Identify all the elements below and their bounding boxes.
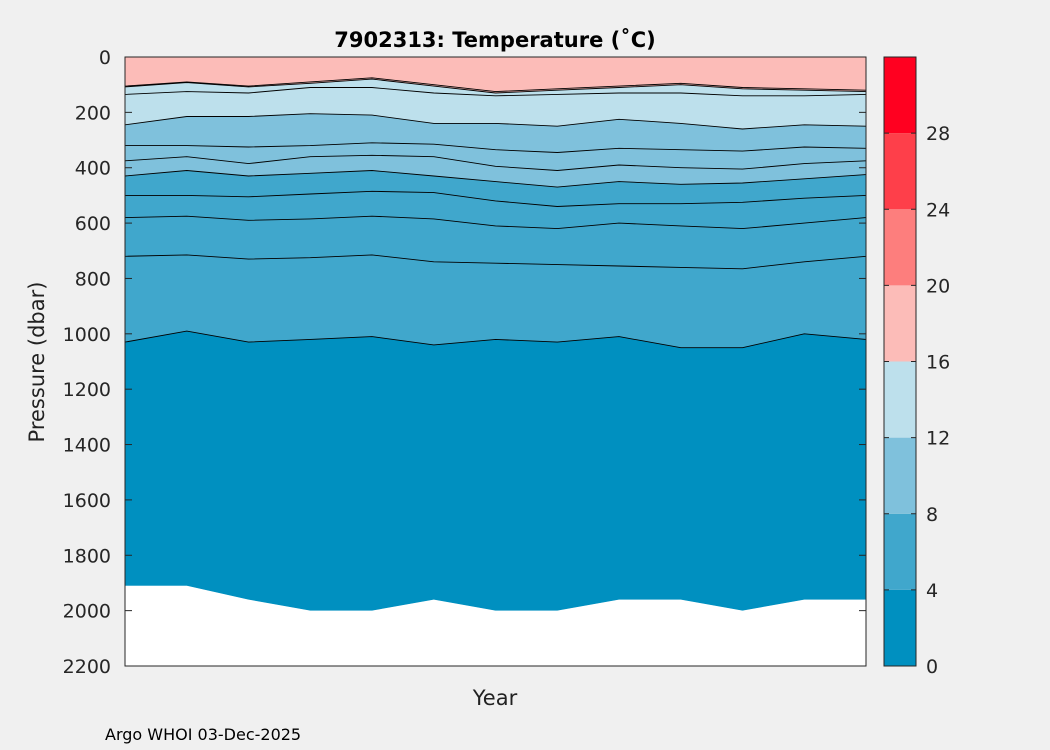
y-tick-label: 1800 bbox=[63, 545, 111, 567]
y-tick-label: 600 bbox=[75, 213, 111, 235]
footer-credit: Argo WHOI 03-Dec-2025 bbox=[105, 725, 302, 744]
y-tick-label: 1000 bbox=[63, 324, 111, 346]
y-axis: 0 200 400 600 800 1000 1200 1400 1600 1800 2000 220… bbox=[63, 47, 866, 678]
y-tick-label: 2200 bbox=[63, 656, 111, 678]
colorbar-tick-label: 28 bbox=[926, 123, 950, 145]
y-axis-label: Pressure (dbar) bbox=[25, 282, 49, 443]
colorbar-tick-label: 12 bbox=[926, 428, 950, 450]
y-tick-label: 1600 bbox=[63, 490, 111, 512]
colorbar-bin-24-28 bbox=[884, 133, 916, 210]
colorbar: 0 4 8 12 16 20 24 28 bbox=[883, 56, 950, 678]
isotherm-8C bbox=[125, 190, 867, 207]
isotherm-7C bbox=[124, 215, 867, 230]
colorbar-tick-label: 16 bbox=[926, 352, 950, 374]
colorbar-tick-label: 8 bbox=[926, 504, 938, 526]
colorbar-bin-0-4 bbox=[884, 589, 916, 666]
colorbar-bin-4-8 bbox=[884, 513, 916, 590]
colorbar-bin-8-12 bbox=[884, 437, 916, 514]
isotherm-11C bbox=[125, 142, 867, 153]
colorbar-tick-label: 4 bbox=[926, 580, 938, 602]
colorbar-bin-20-24 bbox=[884, 209, 916, 286]
y-tick-label: 1200 bbox=[63, 379, 111, 401]
colorbar-bin-12-16 bbox=[884, 361, 916, 438]
isotherm-10C bbox=[124, 154, 867, 171]
isotherm-4C bbox=[124, 330, 867, 349]
y-tick-label: 200 bbox=[75, 102, 111, 124]
colorbar-bin-16-20 bbox=[884, 285, 916, 362]
isotherm-18C bbox=[124, 77, 867, 93]
colorbar-bin-28-32 bbox=[884, 57, 916, 134]
contour-plot-area bbox=[124, 56, 867, 667]
y-tick-label: 2000 bbox=[63, 601, 111, 623]
y-tick-label: 1400 bbox=[63, 435, 111, 457]
isotherm-14C bbox=[124, 87, 867, 97]
chart-title: 7902313: Temperature (˚C) bbox=[334, 28, 655, 52]
isotherm-9C bbox=[124, 170, 867, 188]
band-below-4C bbox=[125, 331, 866, 611]
colorbar-tick-label: 0 bbox=[926, 656, 938, 678]
y-tick-label: 400 bbox=[75, 158, 111, 180]
x-axis-label: Year bbox=[472, 686, 518, 710]
isotherm-12C bbox=[124, 113, 867, 130]
y-tick-label: 0 bbox=[99, 47, 111, 69]
colorbar-tick-label: 24 bbox=[926, 199, 950, 221]
y-tick-label: 800 bbox=[75, 268, 111, 290]
no-data-region bbox=[125, 585, 866, 666]
axes-frame bbox=[124, 56, 867, 667]
isotherm-6C bbox=[124, 254, 867, 270]
isotherm-16C bbox=[124, 78, 867, 94]
colorbar-tick-label: 20 bbox=[926, 275, 950, 297]
